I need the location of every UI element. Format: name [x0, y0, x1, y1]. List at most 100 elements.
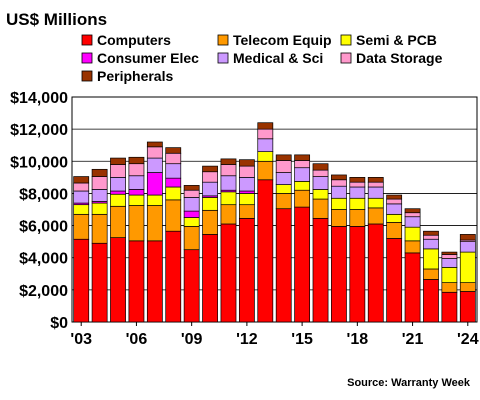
bar-segment-semi-pcb [386, 213, 403, 223]
bar-segment-computers [275, 208, 292, 323]
y-tick-label: $8,000 [19, 186, 68, 203]
legend-swatch [217, 34, 229, 46]
bar-stack-2022 [423, 230, 439, 323]
legend-swatch [81, 34, 93, 46]
bar-segment-medical-sci [128, 175, 145, 190]
bar-segment-medical-sci [165, 163, 182, 179]
x-tick-label: '24 [457, 331, 479, 348]
bar-segment-computers [386, 238, 403, 323]
bar-segment-consumer-elec [165, 177, 182, 188]
bar-segment-computers [367, 223, 384, 323]
bar-segment-peripherals [331, 174, 347, 181]
bar-segment-peripherals [91, 168, 108, 177]
bar-stack-2005 [110, 157, 126, 323]
bar-segment-computers [331, 226, 347, 323]
bar-segment-medical-sci [349, 186, 366, 199]
legend-item-consumer-elec: Consumer Elec [81, 50, 199, 66]
legend-label: Data Storage [356, 50, 443, 66]
bar-segment-medical-sci [423, 238, 439, 250]
bar-segment-computers [257, 179, 274, 323]
legend-swatch [81, 52, 93, 64]
x-axis: '03 '06 '09 '12 '15 '18 '21 '24 [70, 322, 479, 348]
bar-segment-data-storage [183, 189, 200, 198]
legend-label: Semi & PCB [356, 32, 437, 48]
bar-segment-computers [183, 249, 200, 323]
legend-swatch [340, 34, 352, 46]
bar-segment-medical-sci [386, 203, 403, 215]
legend-item-data-storage: Data Storage [340, 50, 443, 66]
y-tick-label: $10,000 [10, 154, 68, 171]
legend-item-computers: Computers [81, 32, 171, 48]
bar-segment-data-storage [91, 176, 108, 190]
bar-segment-semi-pcb [257, 151, 274, 162]
bar-segment-semi-pcb [423, 248, 439, 270]
bar-segment-semi-pcb [146, 194, 163, 206]
y-tick-label: $6,000 [19, 219, 68, 236]
bar-segment-peripherals [459, 234, 476, 241]
bar-segment-data-storage [73, 182, 90, 192]
bar-segment-data-storage [146, 146, 163, 159]
bar-segment-semi-pcb [367, 197, 384, 209]
bar-segment-medical-sci [294, 167, 311, 182]
legend-swatch [81, 70, 93, 82]
bar-segment-computers [238, 217, 255, 323]
bar-segment-peripherals [146, 141, 163, 148]
bar-segment-telecom-equip [238, 204, 255, 219]
bar-segment-computers [404, 252, 421, 323]
bar-segment-telecom-equip [331, 209, 347, 227]
bar-segment-data-storage [441, 254, 458, 259]
bar-stack-2016 [312, 163, 329, 323]
bar-segment-semi-pcb [128, 194, 145, 206]
bar-segment-semi-pcb [110, 193, 126, 207]
bar-segment-medical-sci [275, 172, 292, 185]
bar-segment-peripherals [441, 251, 458, 255]
bar-segment-medical-sci [183, 197, 200, 212]
legend-swatch [340, 52, 352, 64]
bar-stack-2020 [386, 194, 403, 323]
bar-segment-semi-pcb [183, 217, 200, 227]
bar-segment-peripherals [202, 165, 218, 173]
bar-segment-data-storage [110, 164, 126, 178]
bar-segment-computers [294, 206, 311, 323]
bar-segment-semi-pcb [331, 197, 347, 210]
bar-stack-2023 [441, 251, 458, 323]
bar-segment-computers [165, 230, 182, 323]
bar-stack-2015 [294, 154, 311, 323]
bar-segment-data-storage [220, 164, 237, 177]
bar-segment-medical-sci [110, 177, 126, 192]
bar-stack-2014 [275, 154, 292, 323]
y-tick-label: $4,000 [19, 251, 68, 268]
bar-segment-data-storage [202, 171, 218, 183]
bar-segment-medical-sci [257, 138, 274, 152]
bar-segment-medical-sci [331, 185, 347, 199]
bar-segment-telecom-equip [367, 207, 384, 225]
bar-segment-telecom-equip [404, 240, 421, 254]
x-tick-label: '18 [347, 331, 369, 348]
bar-segment-telecom-equip [165, 199, 182, 232]
bar-segment-peripherals [349, 177, 366, 183]
bar-segment-data-storage [128, 163, 145, 177]
bar-stack-2007 [146, 141, 163, 323]
bar-stack-2024 [459, 234, 476, 323]
bar-stack-2010 [202, 165, 218, 323]
y-tick-label: $2,000 [19, 283, 68, 300]
bar-segment-peripherals [367, 177, 384, 183]
bar-stack-2013 [257, 122, 274, 323]
x-tick-label: '15 [291, 331, 313, 348]
bar-segment-peripherals [423, 230, 439, 236]
bar-segment-semi-pcb [238, 193, 255, 206]
x-tick-label: '03 [70, 331, 92, 348]
bar-segment-peripherals [294, 154, 311, 161]
bar-segment-telecom-equip [91, 213, 108, 244]
bar-segment-semi-pcb [275, 184, 292, 194]
bar-segment-data-storage [275, 160, 292, 173]
bar-stack-2004 [91, 168, 108, 323]
source-note: Source: Warranty Week [347, 377, 471, 389]
bar-segment-peripherals [183, 185, 200, 191]
bar-segment-computers [202, 234, 218, 323]
y-tick-label: $12,000 [10, 122, 68, 139]
bar-segment-medical-sci [441, 258, 458, 268]
bar-segment-medical-sci [220, 175, 237, 191]
bar-segment-telecom-equip [202, 209, 218, 235]
